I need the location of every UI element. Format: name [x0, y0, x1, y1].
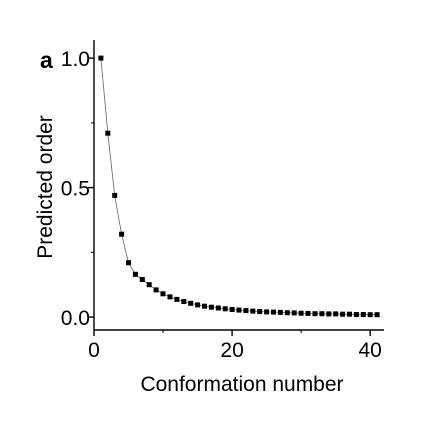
data-point [326, 311, 332, 317]
data-point [139, 277, 145, 282]
data-point [312, 311, 318, 317]
data-point [340, 311, 346, 317]
data-point [174, 296, 180, 302]
tick-labels: 0 20 40 0.0 0.5 1.0 [61, 48, 382, 362]
x-tick-label: 0 [88, 339, 100, 362]
axes [88, 40, 384, 336]
y-tick-label: 1.0 [61, 48, 90, 71]
data-point [353, 312, 359, 317]
data-point [160, 291, 166, 297]
data-point [188, 300, 194, 306]
data-point [167, 294, 173, 300]
data-point [305, 310, 311, 316]
y-tick-label: 0.0 [61, 307, 90, 330]
data-point [229, 307, 235, 312]
data-point [132, 271, 138, 277]
data-point [257, 309, 263, 315]
data-point [250, 308, 256, 314]
panel-label: a [40, 47, 53, 73]
series-path [100, 58, 378, 316]
x-tick-label: 40 [359, 339, 382, 362]
data-point [181, 299, 187, 304]
data-point [347, 311, 352, 317]
data-points [98, 55, 380, 318]
x-axis-label: Conformation number [140, 373, 343, 396]
series-line [100, 58, 378, 316]
data-point [277, 309, 283, 315]
data-point [333, 311, 339, 317]
data-point [105, 130, 111, 136]
data-point [374, 312, 380, 318]
data-point [264, 309, 270, 315]
y-tick-label: 0.5 [61, 178, 90, 201]
data-point [208, 304, 214, 310]
data-point [236, 307, 242, 313]
data-point [215, 305, 221, 311]
y-axis-label: Predicted order [34, 115, 57, 259]
data-point [319, 311, 325, 317]
data-point [284, 310, 290, 316]
data-point [146, 282, 152, 288]
data-point [119, 231, 125, 237]
data-point [222, 306, 228, 312]
data-point [291, 310, 297, 316]
data-point [126, 260, 131, 266]
data-point [153, 287, 159, 293]
data-point [98, 55, 104, 61]
data-point [360, 312, 366, 317]
data-point [298, 310, 304, 316]
data-point [195, 302, 201, 308]
data-point [367, 312, 373, 318]
data-point [271, 309, 276, 315]
data-point [112, 192, 118, 198]
data-point [243, 308, 249, 314]
x-tick-label: 20 [220, 339, 243, 362]
data-point [202, 303, 207, 309]
